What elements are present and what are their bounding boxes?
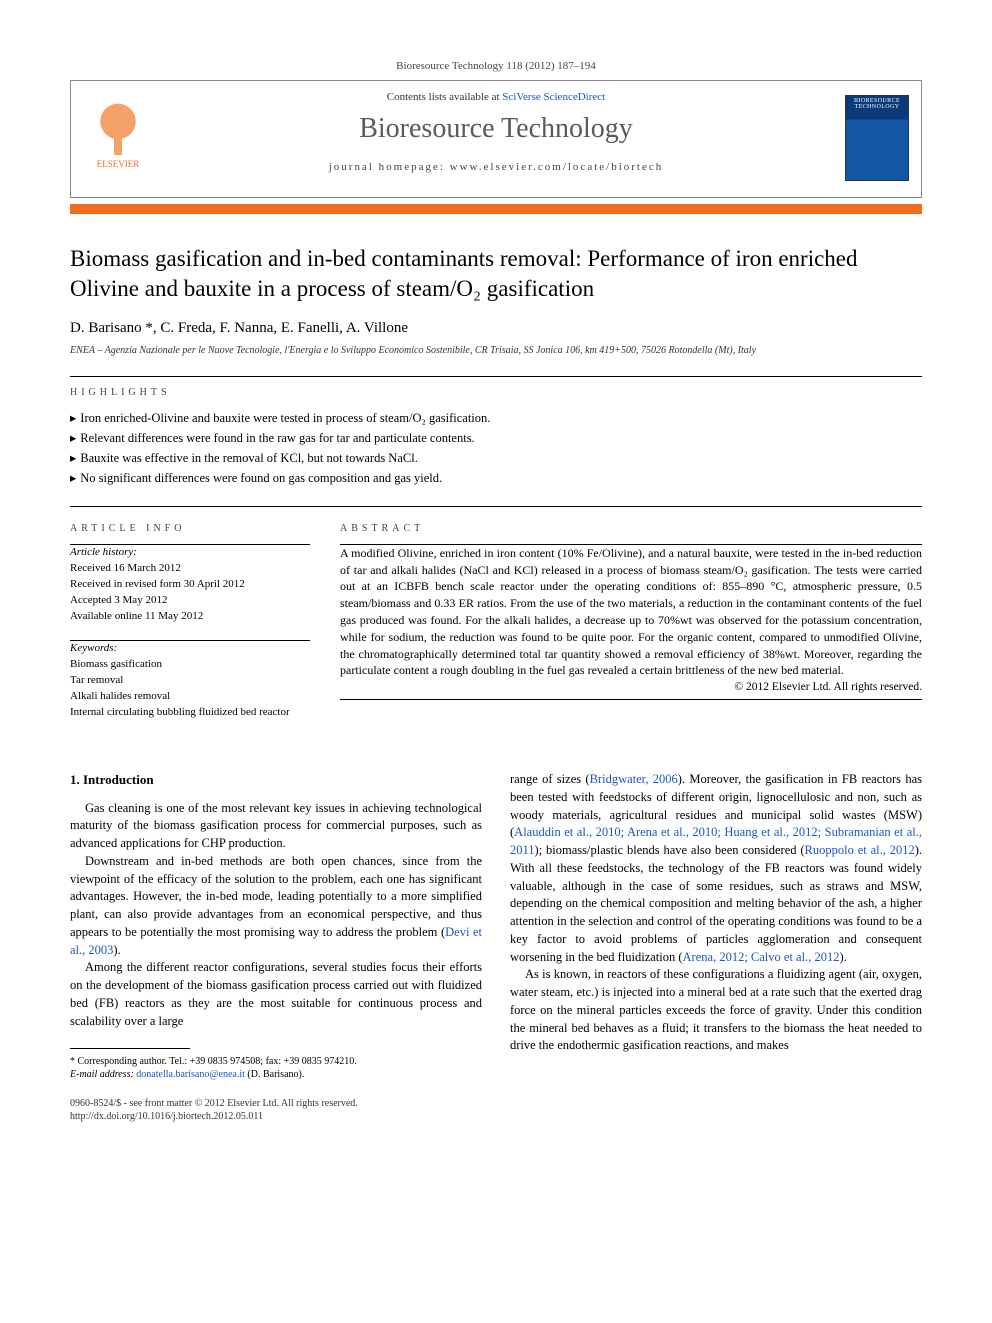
highlight-item: ▸Bauxite was effective in the removal of… [70,448,922,468]
history-heading: Article history: [70,545,310,561]
corresponding-author-footnote: * Corresponding author. Tel.: +39 0835 9… [70,1055,482,1081]
journal-header: ELSEVIER BIORESOURCE TECHNOLOGY Contents… [70,80,922,198]
elsevier-tree-icon [90,99,146,155]
email-suffix: (D. Barisano). [247,1069,304,1080]
affiliation: ENEA – Agenzia Nazionale per le Nuove Te… [70,345,922,356]
journal-name: Bioresource Technology [71,113,921,145]
highlight-item: ▸No significant differences were found o… [70,468,922,488]
body-column-right: range of sizes (Bridgwater, 2006). Moreo… [510,771,922,1081]
paragraph-text: Downstream and in-bed methods are both o… [70,854,482,939]
abstract-label: ABSTRACT [340,523,922,534]
triangle-icon: ▸ [70,408,76,428]
citation: Bioresource Technology 118 (2012) 187–19… [70,60,922,72]
paragraph-text: range of sizes ( [510,772,590,786]
email-link[interactable]: donatella.barisano@enea.it [136,1069,245,1080]
triangle-icon: ▸ [70,428,76,448]
highlight-text: Bauxite was effective in the removal of … [80,448,418,468]
publisher-name: ELSEVIER [83,159,153,169]
paragraph-text: ); biomass/plastic blends have also been… [535,843,805,857]
divider [340,699,922,700]
keyword-item: Alkali halides removal [70,689,310,705]
citation-link[interactable]: Arena, 2012; Calvo et al., 2012 [683,950,840,964]
footer-front-matter: 0960-8524/$ - see front matter © 2012 El… [70,1097,922,1110]
divider [70,506,922,507]
authors: D. Barisano *, C. Freda, F. Nanna, E. Fa… [70,320,922,337]
paragraph: Downstream and in-bed methods are both o… [70,853,482,960]
contents-prefix: Contents lists available at [387,91,502,103]
paragraph-text: ). [113,943,120,957]
triangle-icon: ▸ [70,468,76,488]
history-accepted: Accepted 3 May 2012 [70,593,310,609]
email-label: E-mail address: [70,1069,134,1080]
footer: 0960-8524/$ - see front matter © 2012 El… [70,1097,922,1123]
journal-homepage: journal homepage: www.elsevier.com/locat… [71,161,921,173]
paragraph: range of sizes (Bridgwater, 2006). Moreo… [510,771,922,966]
accent-bar [70,204,922,214]
article-info-label: ARTICLE INFO [70,523,310,534]
corr-author-line: * Corresponding author. Tel.: +39 0835 9… [70,1055,482,1068]
highlights-label: HIGHLIGHTS [70,387,922,398]
highlight-text: Relevant differences were found in the r… [80,428,474,448]
journal-cover-thumb: BIORESOURCE TECHNOLOGY [845,95,909,181]
divider [70,376,922,377]
highlight-text: Iron enriched-Olivine and bauxite were t… [80,408,490,428]
paragraph: As is known, in reactors of these config… [510,966,922,1055]
paragraph: Gas cleaning is one of the most relevant… [70,800,482,853]
keyword-item: Biomass gasification [70,657,310,673]
article-title: Biomass gasification and in-bed contamin… [70,244,922,304]
homepage-prefix: journal homepage: [329,161,450,173]
cover-thumb-title: BIORESOURCE TECHNOLOGY [846,96,908,110]
abstract-text: A modified Olivine, enriched in iron con… [340,545,922,679]
article-body: 1. Introduction Gas cleaning is one of t… [70,771,922,1081]
sciencedirect-link[interactable]: SciVerse ScienceDirect [502,91,605,103]
history-revised: Received in revised form 30 April 2012 [70,577,310,593]
history-received: Received 16 March 2012 [70,561,310,577]
triangle-icon: ▸ [70,448,76,468]
section-heading: 1. Introduction [70,771,482,789]
highlight-item: ▸Relevant differences were found in the … [70,428,922,448]
citation-link[interactable]: Ruoppolo et al., 2012 [805,843,915,857]
keyword-item: Internal circulating bubbling fluidized … [70,705,310,721]
homepage-url[interactable]: www.elsevier.com/locate/biortech [450,161,664,173]
body-column-left: 1. Introduction Gas cleaning is one of t… [70,771,482,1081]
contents-available: Contents lists available at SciVerse Sci… [71,91,921,103]
citation-link[interactable]: Bridgwater, 2006 [590,772,678,786]
footer-doi[interactable]: http://dx.doi.org/10.1016/j.biortech.201… [70,1110,922,1123]
history-online: Available online 11 May 2012 [70,609,310,625]
footnote-rule [70,1048,190,1049]
paragraph: Among the different reactor configuratio… [70,959,482,1030]
highlight-text: No significant differences were found on… [80,468,442,488]
paragraph-text: ). [839,950,846,964]
keywords-heading: Keywords: [70,641,310,657]
publisher-logo: ELSEVIER [83,99,153,169]
highlights-list: ▸Iron enriched-Olivine and bauxite were … [70,408,922,488]
keyword-item: Tar removal [70,673,310,689]
highlight-item: ▸Iron enriched-Olivine and bauxite were … [70,408,922,428]
paragraph-text: ). With all these feedstocks, the techno… [510,843,922,964]
copyright: © 2012 Elsevier Ltd. All rights reserved… [340,681,922,693]
article-history: Article history: Received 16 March 2012 … [70,545,310,625]
keywords-block: Keywords: Biomass gasification Tar remov… [70,641,310,721]
